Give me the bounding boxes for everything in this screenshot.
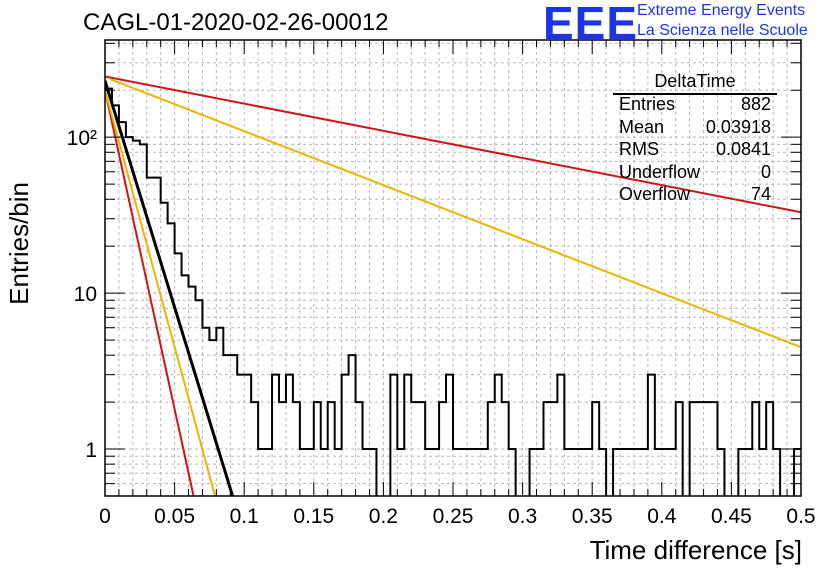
stats-value: 0 [760, 162, 771, 182]
stats-value: 74 [750, 184, 771, 204]
x-tick-label: 0.4 [647, 505, 677, 528]
stats-key: Mean [619, 117, 665, 137]
x-tick-label: 0 [99, 505, 111, 528]
x-axis-label: Time difference [s] [589, 535, 802, 565]
stats-row-underflow: Underflow 0 [619, 161, 771, 183]
y-tick-label: 10 [74, 283, 97, 306]
stats-key: Underflow [619, 162, 701, 182]
logo-line-1: Extreme Energy Events [637, 2, 806, 19]
fit-line [105, 89, 217, 496]
x-tick-label: 0.5 [786, 505, 815, 528]
x-tick-label: 0.3 [508, 505, 537, 528]
stats-title: DeltaTime [613, 70, 777, 95]
stats-row-entries: Entries 882 [619, 93, 771, 115]
stats-value: 882 [740, 94, 771, 114]
y-tick-label: 1 [85, 439, 97, 462]
stats-row-mean: Mean 0.03918 [619, 116, 771, 138]
histogram-outline [105, 87, 801, 496]
x-tick-label: 0.2 [369, 505, 398, 528]
fit-line [105, 80, 235, 496]
x-tick-label: 0.05 [154, 505, 195, 528]
stats-box: DeltaTime Entries 882 Mean 0.03918 RMS 0.08… [613, 70, 777, 204]
x-tick-label: 0.1 [230, 505, 259, 528]
stats-row-rms: RMS 0.0841 [619, 138, 771, 160]
logo-line-2: La Scienza nelle Scuole [637, 22, 808, 39]
fit-line [105, 75, 801, 214]
x-tick-label: 0.35 [572, 505, 613, 528]
y-axis-label: Entries/bin [4, 182, 34, 305]
y-tick-label: 10² [67, 127, 97, 150]
x-tick-label: 0.25 [433, 505, 474, 528]
x-tick-label: 0.45 [711, 505, 752, 528]
stats-value: 0.03918 [705, 117, 771, 137]
stats-row-overflow: Overflow 74 [619, 183, 771, 205]
stats-value: 0.0841 [715, 139, 771, 159]
fit-line [110, 78, 801, 349]
eee-logo: EEE [543, 0, 639, 49]
x-tick-label: 0.15 [293, 505, 334, 528]
stats-key: Entries [619, 94, 676, 114]
stats-key: Overflow [619, 184, 691, 204]
plot-title: CAGL-01-2020-02-26-00012 [83, 9, 389, 36]
fit-line [105, 90, 195, 496]
stats-key: RMS [619, 139, 659, 159]
